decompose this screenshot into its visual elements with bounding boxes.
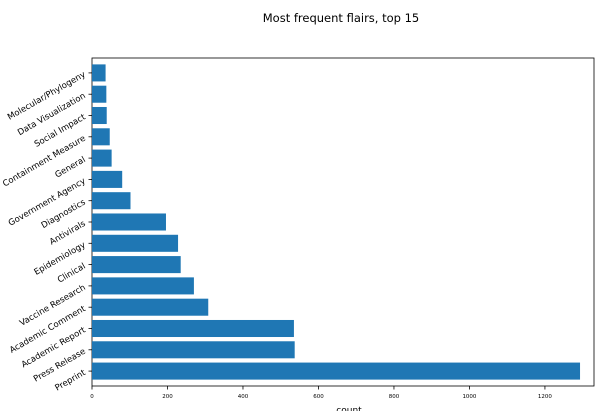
bar <box>92 149 112 167</box>
x-tick-label: 0 <box>90 394 94 400</box>
x-tick-label: 1000 <box>462 394 476 400</box>
bar <box>92 234 179 252</box>
x-tick-label: 200 <box>162 394 173 400</box>
bar <box>92 298 209 316</box>
bar <box>92 341 295 359</box>
bar <box>92 64 106 82</box>
chart-title: Most frequent flairs, top 15 <box>263 11 419 25</box>
x-axis: 0 200 400 600 800 1000 1200 <box>90 386 552 400</box>
bar <box>92 256 181 274</box>
x-axis-label: count <box>336 406 362 411</box>
bar <box>92 128 110 146</box>
x-tick-label: 400 <box>238 394 249 400</box>
x-tick-label: 600 <box>313 394 324 400</box>
bar <box>92 170 123 188</box>
category-label: Clinical <box>56 262 88 286</box>
bars-group <box>92 64 581 380</box>
bar <box>92 192 131 210</box>
bar <box>92 213 166 231</box>
bar <box>92 319 294 338</box>
x-tick-label: 1200 <box>538 394 552 400</box>
bar <box>92 106 107 125</box>
bar <box>92 362 581 380</box>
x-tick-label: 800 <box>389 394 400 400</box>
bar <box>92 85 107 103</box>
bar <box>92 277 194 295</box>
